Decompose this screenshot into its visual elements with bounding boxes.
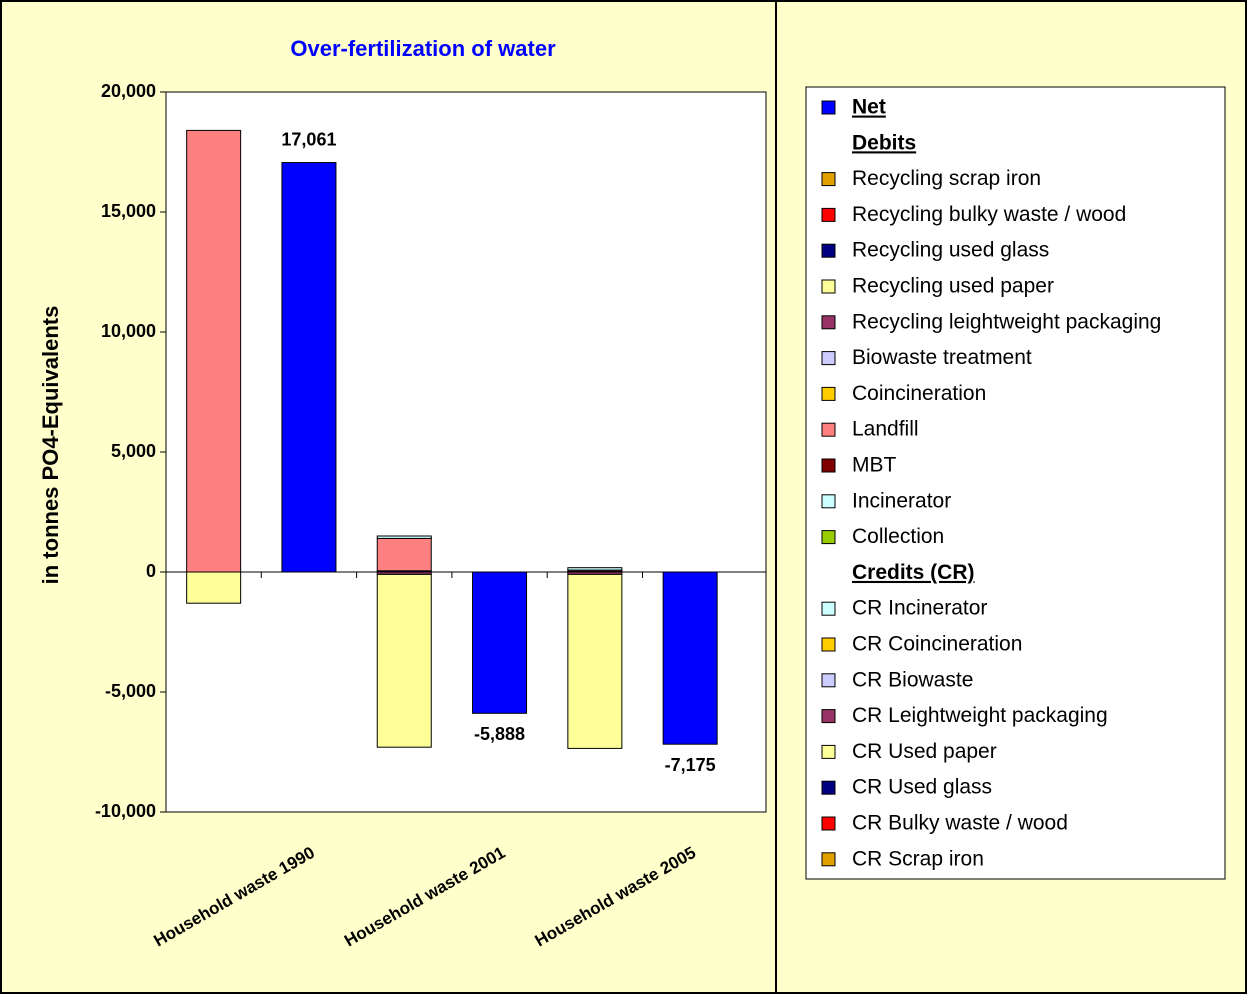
legend-swatch: [821, 458, 836, 473]
bar: [662, 571, 718, 745]
legend-label: Recycling used glass: [852, 239, 1049, 262]
legend-label: Biowaste treatment: [852, 346, 1032, 369]
legend-label: CR Bulky waste / wood: [852, 812, 1068, 835]
y-tick-label: -5,000: [105, 681, 156, 701]
legend: [805, 86, 1226, 880]
legend-swatch: [821, 816, 836, 831]
legend-swatch: [821, 852, 836, 867]
bar: [376, 537, 432, 572]
bar: [376, 535, 432, 539]
chart-title: Over-fertilization of water: [290, 36, 556, 61]
legend-label: MBT: [852, 454, 897, 477]
legend-swatch: [821, 780, 836, 795]
legend-swatch: [821, 279, 836, 294]
legend-label: CR Incinerator: [852, 597, 987, 620]
legend-label: CR Used glass: [852, 776, 992, 799]
data-label: 17,061: [281, 129, 336, 149]
bar: [472, 571, 528, 714]
legend-label: CR Leightweight packaging: [852, 704, 1108, 727]
y-tick-label: 0: [146, 561, 156, 581]
legend-label: CR Used paper: [852, 740, 997, 763]
legend-swatch: [821, 386, 836, 401]
legend-swatch: [821, 172, 836, 187]
legend-label: Net: [852, 96, 886, 119]
legend-label: CR Scrap iron: [852, 847, 984, 870]
legend-label: CR Biowaste: [852, 668, 973, 691]
bar: [567, 567, 623, 571]
bar: [281, 162, 337, 573]
legend-swatch: [821, 243, 836, 258]
bar: [376, 573, 432, 748]
y-tick-label: 5,000: [111, 441, 156, 461]
legend-swatch: [821, 673, 836, 688]
legend-label: Recycling leightweight packaging: [852, 310, 1161, 333]
legend-swatch: [821, 744, 836, 759]
y-tick-label: 20,000: [101, 81, 156, 101]
legend-label: Coincineration: [852, 382, 986, 405]
bar: [186, 129, 242, 573]
y-tick-label: 15,000: [101, 201, 156, 221]
y-axis-label: in tonnes PO4-Equivalents: [38, 306, 63, 585]
legend-swatch: [821, 315, 836, 330]
legend-swatch: [821, 422, 836, 437]
data-label: -5,888: [474, 724, 525, 744]
legend-label: Collection: [852, 525, 944, 548]
legend-label: Incinerator: [852, 489, 951, 512]
legend-swatch: [821, 100, 836, 115]
legend-swatch: [821, 709, 836, 724]
legend-swatch: [821, 601, 836, 616]
legend-heading: Credits (CR): [852, 561, 975, 584]
legend-swatch: [821, 207, 836, 222]
legend-heading: Debits: [852, 131, 916, 154]
legend-swatch: [821, 494, 836, 509]
legend-label: Recycling bulky waste / wood: [852, 203, 1126, 226]
legend-label: CR Coincineration: [852, 633, 1022, 656]
legend-label: Recycling scrap iron: [852, 167, 1041, 190]
legend-swatch: [821, 351, 836, 366]
legend-label: Recycling used paper: [852, 275, 1054, 298]
legend-swatch: [821, 637, 836, 652]
data-label: -7,175: [665, 755, 716, 775]
bar: [567, 573, 623, 749]
y-tick-label: -10,000: [95, 801, 156, 821]
bar: [186, 571, 242, 604]
legend-label: Landfill: [852, 418, 919, 441]
legend-swatch: [821, 530, 836, 545]
y-tick-label: 10,000: [101, 321, 156, 341]
